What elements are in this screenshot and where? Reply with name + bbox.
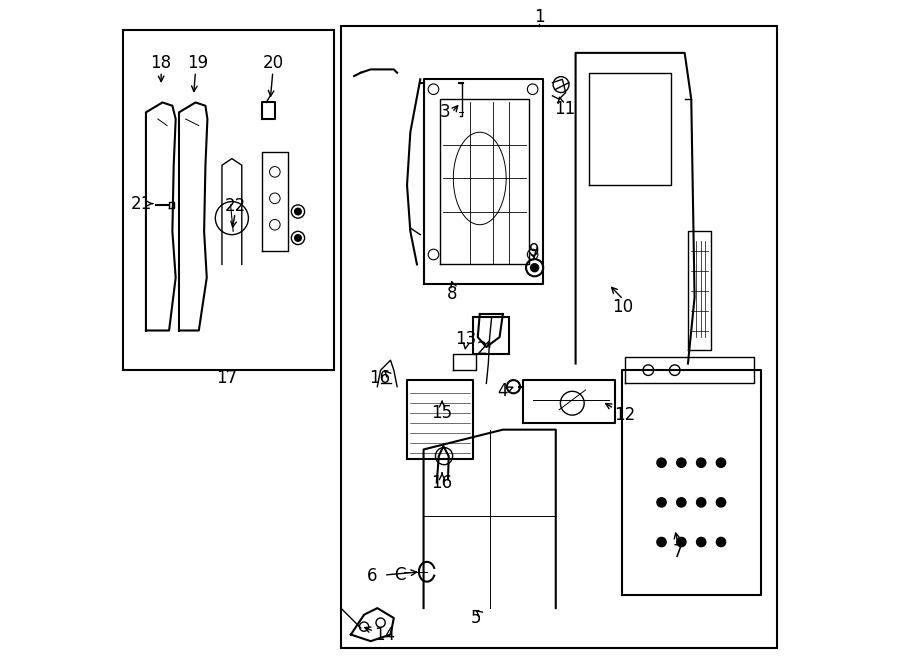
Bar — [341, 26, 778, 648]
Text: 12: 12 — [614, 406, 635, 424]
Text: 10: 10 — [613, 298, 634, 317]
Circle shape — [531, 264, 538, 272]
Text: 2: 2 — [476, 340, 487, 358]
Text: 1: 1 — [534, 7, 544, 26]
Circle shape — [697, 537, 706, 547]
Circle shape — [657, 537, 666, 547]
Text: 8: 8 — [446, 285, 457, 303]
Circle shape — [677, 498, 686, 507]
Text: 20: 20 — [262, 54, 284, 72]
Circle shape — [716, 498, 725, 507]
Text: 13: 13 — [455, 330, 476, 348]
Circle shape — [677, 458, 686, 467]
Circle shape — [716, 458, 725, 467]
Text: 7: 7 — [673, 543, 683, 561]
Bar — [122, 30, 334, 370]
Text: 3: 3 — [440, 103, 451, 122]
Circle shape — [697, 498, 706, 507]
Text: 21: 21 — [130, 194, 152, 213]
Circle shape — [294, 235, 302, 241]
Text: 22: 22 — [225, 197, 246, 215]
Circle shape — [294, 208, 302, 215]
Text: C: C — [394, 566, 405, 584]
Text: 9: 9 — [528, 242, 539, 260]
Text: 16: 16 — [369, 369, 391, 387]
Text: 19: 19 — [187, 54, 208, 72]
Text: 15: 15 — [431, 404, 453, 422]
Text: 11: 11 — [554, 100, 576, 118]
Text: 14: 14 — [374, 625, 395, 644]
Circle shape — [697, 458, 706, 467]
Text: 16: 16 — [431, 473, 452, 492]
Text: 4: 4 — [498, 382, 508, 401]
Text: 17: 17 — [216, 369, 237, 387]
Text: 5: 5 — [471, 609, 482, 627]
Circle shape — [657, 458, 666, 467]
Circle shape — [716, 537, 725, 547]
Circle shape — [677, 537, 686, 547]
Circle shape — [657, 498, 666, 507]
Text: 6: 6 — [367, 567, 377, 586]
Text: 18: 18 — [150, 54, 172, 72]
